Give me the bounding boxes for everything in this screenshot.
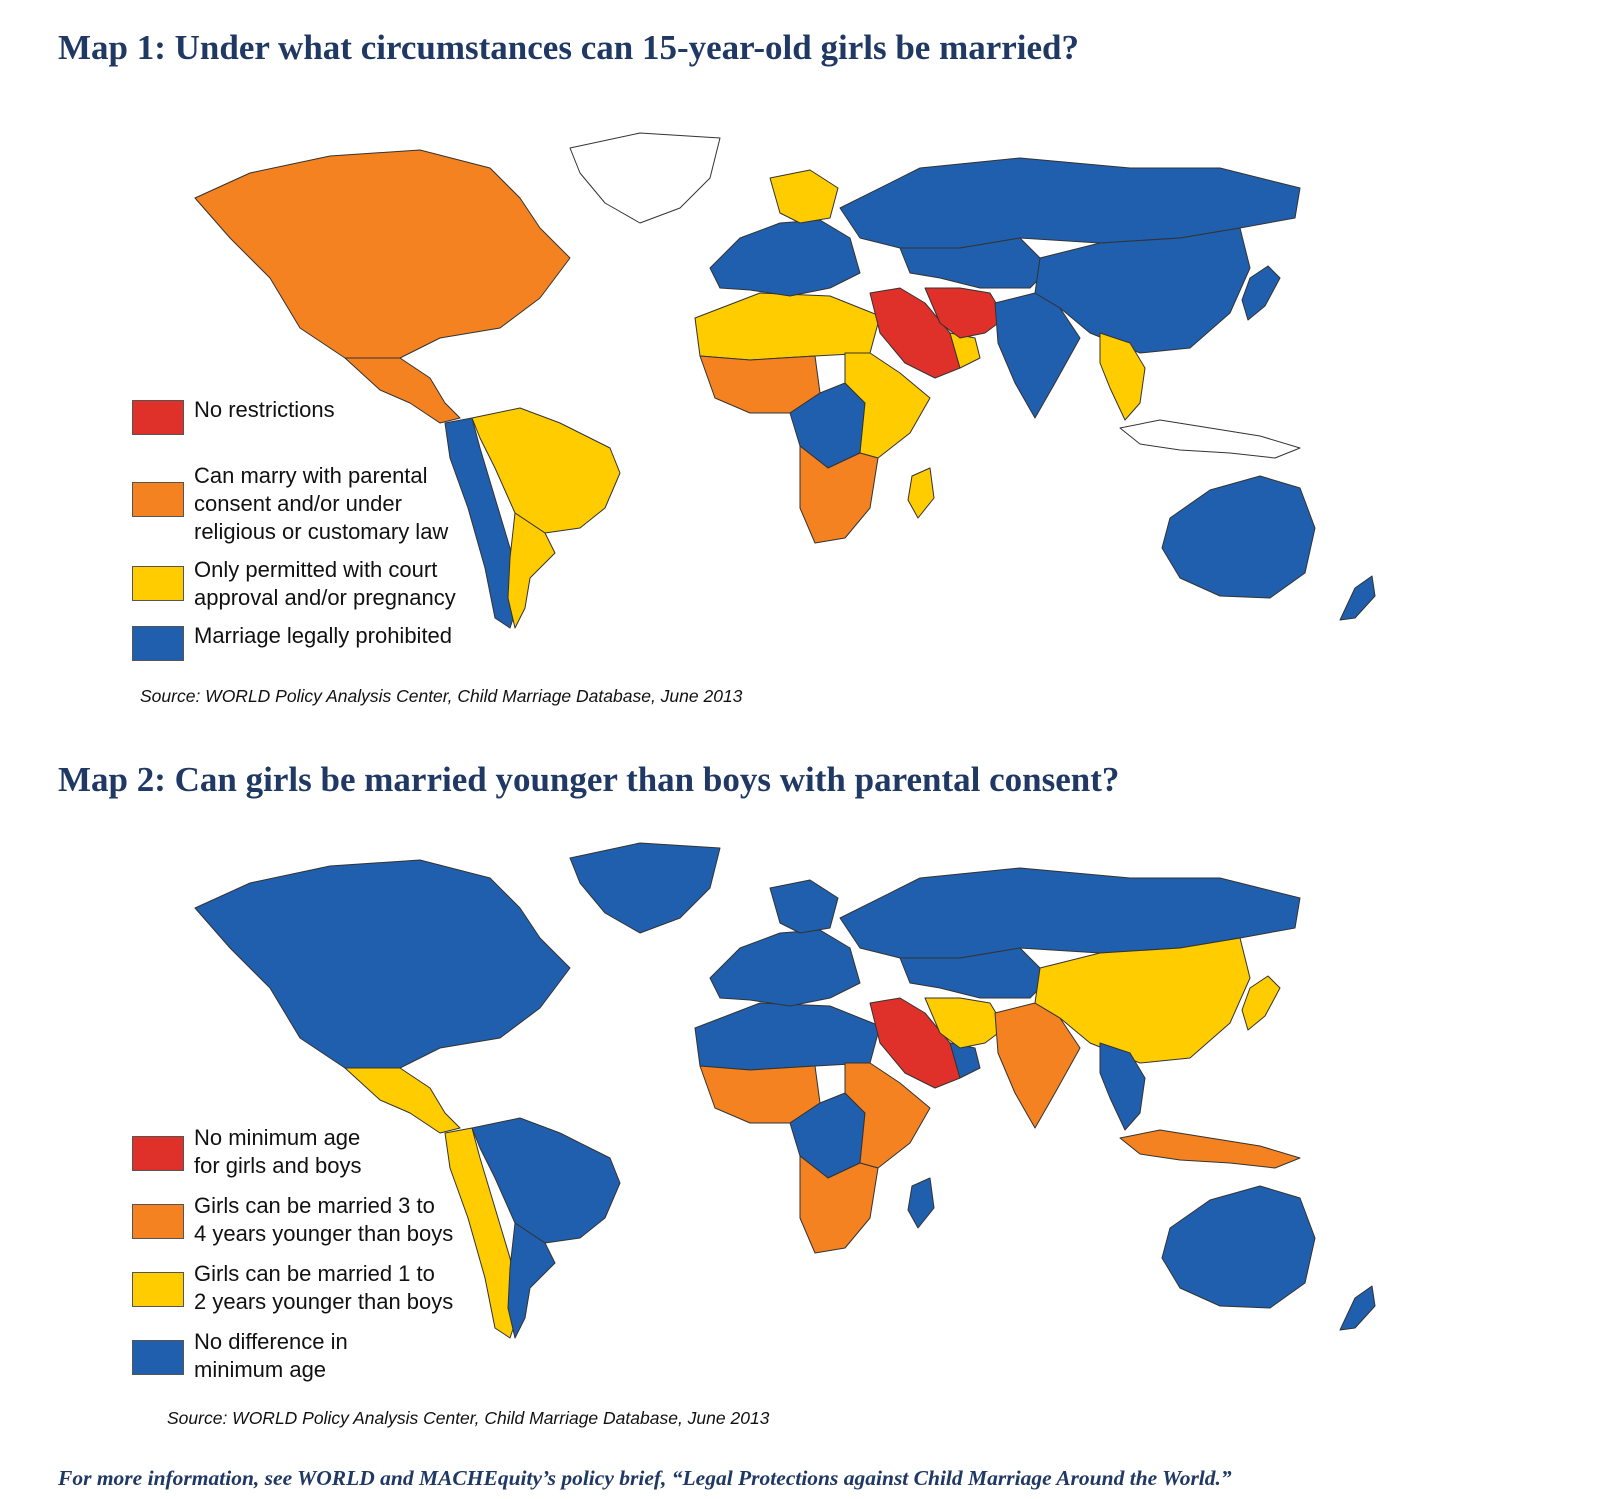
region-australia [1161, 1185, 1316, 1309]
region-china [1034, 227, 1251, 354]
region-indonesia [1119, 1129, 1301, 1169]
legend-label: No difference in minimum age [194, 1329, 348, 1382]
legend-label: Can marry with parental consent and/or u… [194, 463, 449, 544]
region-south-america-south [507, 512, 556, 629]
region-new-zealand [1339, 1285, 1376, 1331]
legend-label: Girls can be married 1 to 2 years younge… [194, 1261, 454, 1314]
legend-label: Only permitted with court approval and/o… [194, 557, 456, 610]
region-japan [1241, 265, 1281, 321]
region-scandinavia [769, 879, 839, 934]
region-southern-africa [799, 1155, 879, 1254]
region-central-america [344, 1067, 461, 1134]
region-china [1034, 937, 1251, 1064]
region-scandinavia [769, 169, 839, 224]
map2-world-map [194, 842, 1376, 1339]
region-east-africa [844, 352, 931, 459]
legend-label: No restrictions [194, 397, 335, 422]
footer-note: For more information, see WORLD and MACH… [58, 1466, 1232, 1490]
region-north-america [194, 149, 571, 379]
region-new-zealand [1339, 575, 1376, 621]
map2-title: Map 2: Can girls be married younger than… [58, 760, 1120, 799]
region-japan [1241, 975, 1281, 1031]
region-south-america-main [471, 1117, 621, 1244]
region-greenland [569, 132, 721, 224]
region-southeast-asia [1099, 332, 1146, 421]
legend-label: No minimum age for girls and boys [194, 1125, 362, 1178]
region-south-america-south [507, 1222, 556, 1339]
region-madagascar [907, 467, 935, 519]
legend-swatch [132, 1340, 184, 1375]
region-north-africa [694, 1002, 881, 1071]
legend-swatch [132, 1204, 184, 1239]
map1-source: Source: WORLD Policy Analysis Center, Ch… [140, 686, 743, 706]
legend-swatch [132, 566, 184, 601]
legend-swatch [132, 1272, 184, 1307]
region-southeast-asia [1099, 1042, 1146, 1131]
region-south-america-main [471, 407, 621, 534]
region-europe [709, 929, 861, 1007]
legend-swatch [132, 626, 184, 661]
region-central-asia [899, 237, 1051, 289]
map2-source: Source: WORLD Policy Analysis Center, Ch… [167, 1408, 770, 1428]
map1-title: Map 1: Under what circumstances can 15-y… [58, 28, 1080, 67]
region-east-africa [844, 1062, 931, 1169]
region-australia [1161, 475, 1316, 599]
region-iran-region [924, 997, 1006, 1049]
region-madagascar [907, 1177, 935, 1229]
region-central-asia [899, 947, 1051, 999]
region-southern-africa [799, 445, 879, 544]
region-greenland [569, 842, 721, 934]
region-europe [709, 219, 861, 297]
legend-label: Marriage legally prohibited [194, 623, 453, 648]
map1-world-map [194, 132, 1376, 629]
legend-swatch [132, 1136, 184, 1171]
region-north-america [194, 859, 571, 1089]
region-indonesia [1119, 419, 1301, 459]
region-iran-region [924, 287, 1006, 339]
legend-swatch [132, 400, 184, 435]
region-north-africa [694, 292, 881, 361]
region-central-america [344, 357, 461, 424]
legend-label: Girls can be married 3 to 4 years younge… [194, 1193, 454, 1246]
legend-swatch [132, 482, 184, 517]
